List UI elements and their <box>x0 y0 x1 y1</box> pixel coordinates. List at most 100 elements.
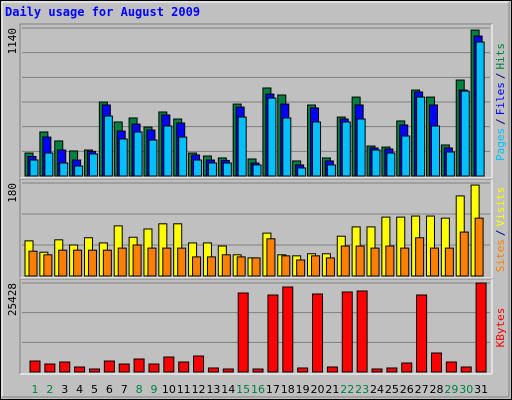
legend-entry: Visits <box>494 187 507 227</box>
bar <box>117 247 127 277</box>
bar <box>251 257 261 277</box>
bar <box>444 247 454 277</box>
bar <box>44 363 56 373</box>
bar <box>371 368 383 373</box>
bar <box>474 217 484 277</box>
x-tick-label: 7 <box>121 383 128 396</box>
x-tick-label: 30 <box>459 383 473 396</box>
x-tick-label: 3 <box>61 383 68 396</box>
bar <box>43 254 53 277</box>
bar <box>386 367 398 373</box>
bar <box>178 361 190 373</box>
bar <box>415 237 425 277</box>
bar <box>103 360 115 373</box>
x-tick-label: 10 <box>162 383 176 396</box>
bar <box>87 249 97 277</box>
bar <box>356 118 366 177</box>
bar <box>325 257 335 277</box>
bar <box>340 245 350 277</box>
panel <box>19 278 493 375</box>
bar <box>73 249 83 277</box>
bar <box>207 367 219 373</box>
bar <box>133 358 145 373</box>
bar <box>460 366 472 373</box>
x-tick-label: 9 <box>150 383 157 396</box>
bar <box>296 259 306 277</box>
legend-entry: Pages <box>494 128 507 161</box>
bar <box>148 363 160 373</box>
bar <box>355 245 365 277</box>
bar <box>430 125 440 177</box>
bar <box>429 247 439 277</box>
x-tick-label: 6 <box>106 383 113 396</box>
x-tick-label: 8 <box>136 383 143 396</box>
x-tick-label: 19 <box>296 383 310 396</box>
x-tick-label: 13 <box>206 383 220 396</box>
legend-entry: KBytes <box>494 308 507 348</box>
bar <box>29 360 41 373</box>
bar <box>445 361 457 373</box>
legend-separator: / <box>494 73 507 80</box>
bar <box>58 249 68 277</box>
bar <box>163 356 175 373</box>
bar <box>177 247 187 277</box>
x-tick-label: 1 <box>32 383 39 396</box>
bar <box>44 152 54 177</box>
bar <box>28 250 38 277</box>
bar <box>59 162 69 177</box>
x-tick-label: 11 <box>177 383 191 396</box>
x-tick-label: 28 <box>429 383 443 396</box>
bar <box>267 97 277 177</box>
bar <box>74 165 84 177</box>
legend-separator: / <box>494 118 507 125</box>
bar <box>103 115 113 177</box>
bar <box>118 138 128 177</box>
bar <box>416 96 426 177</box>
bar <box>416 294 428 373</box>
bar <box>236 256 246 277</box>
x-tick-label: 14 <box>221 383 235 396</box>
x-tick-label: 4 <box>76 383 83 396</box>
x-tick-label: 17 <box>266 383 280 396</box>
bar <box>193 159 203 177</box>
x-tick-label: 21 <box>325 383 339 396</box>
x-tick-label: 24 <box>370 383 384 396</box>
bar <box>207 162 217 177</box>
bar <box>59 361 71 373</box>
legend: Pages / Files / Hits <box>494 43 507 161</box>
legend: KBytes <box>494 308 507 348</box>
bar <box>297 167 307 177</box>
bar <box>341 291 353 373</box>
bar <box>400 247 410 277</box>
legend-separator: / <box>494 230 507 237</box>
bar <box>460 90 470 177</box>
bar <box>162 247 172 277</box>
bar <box>237 116 247 177</box>
x-tick-label: 31 <box>474 383 488 396</box>
x-tick-label: 23 <box>355 383 369 396</box>
legend-entry: Hits <box>494 43 507 70</box>
bar <box>266 238 276 277</box>
bar <box>192 256 202 277</box>
y-tick-label: 25428 <box>6 283 19 316</box>
x-tick-label: 22 <box>340 383 354 396</box>
x-tick-label: 25 <box>385 383 399 396</box>
bar <box>282 286 294 373</box>
bar <box>74 366 86 373</box>
bar <box>430 352 442 373</box>
bar <box>29 159 39 177</box>
y-tick-label: 180 <box>6 183 19 203</box>
bar <box>132 244 142 277</box>
bar <box>237 292 249 373</box>
bar <box>178 136 188 177</box>
bar <box>221 254 231 277</box>
bar <box>252 164 262 177</box>
bar <box>401 362 413 373</box>
bar <box>371 149 381 177</box>
x-tick-label: 2 <box>46 383 53 396</box>
x-tick-label: 5 <box>91 383 98 396</box>
bar <box>475 41 485 177</box>
x-tick-label: 29 <box>444 383 458 396</box>
bar <box>311 255 321 277</box>
